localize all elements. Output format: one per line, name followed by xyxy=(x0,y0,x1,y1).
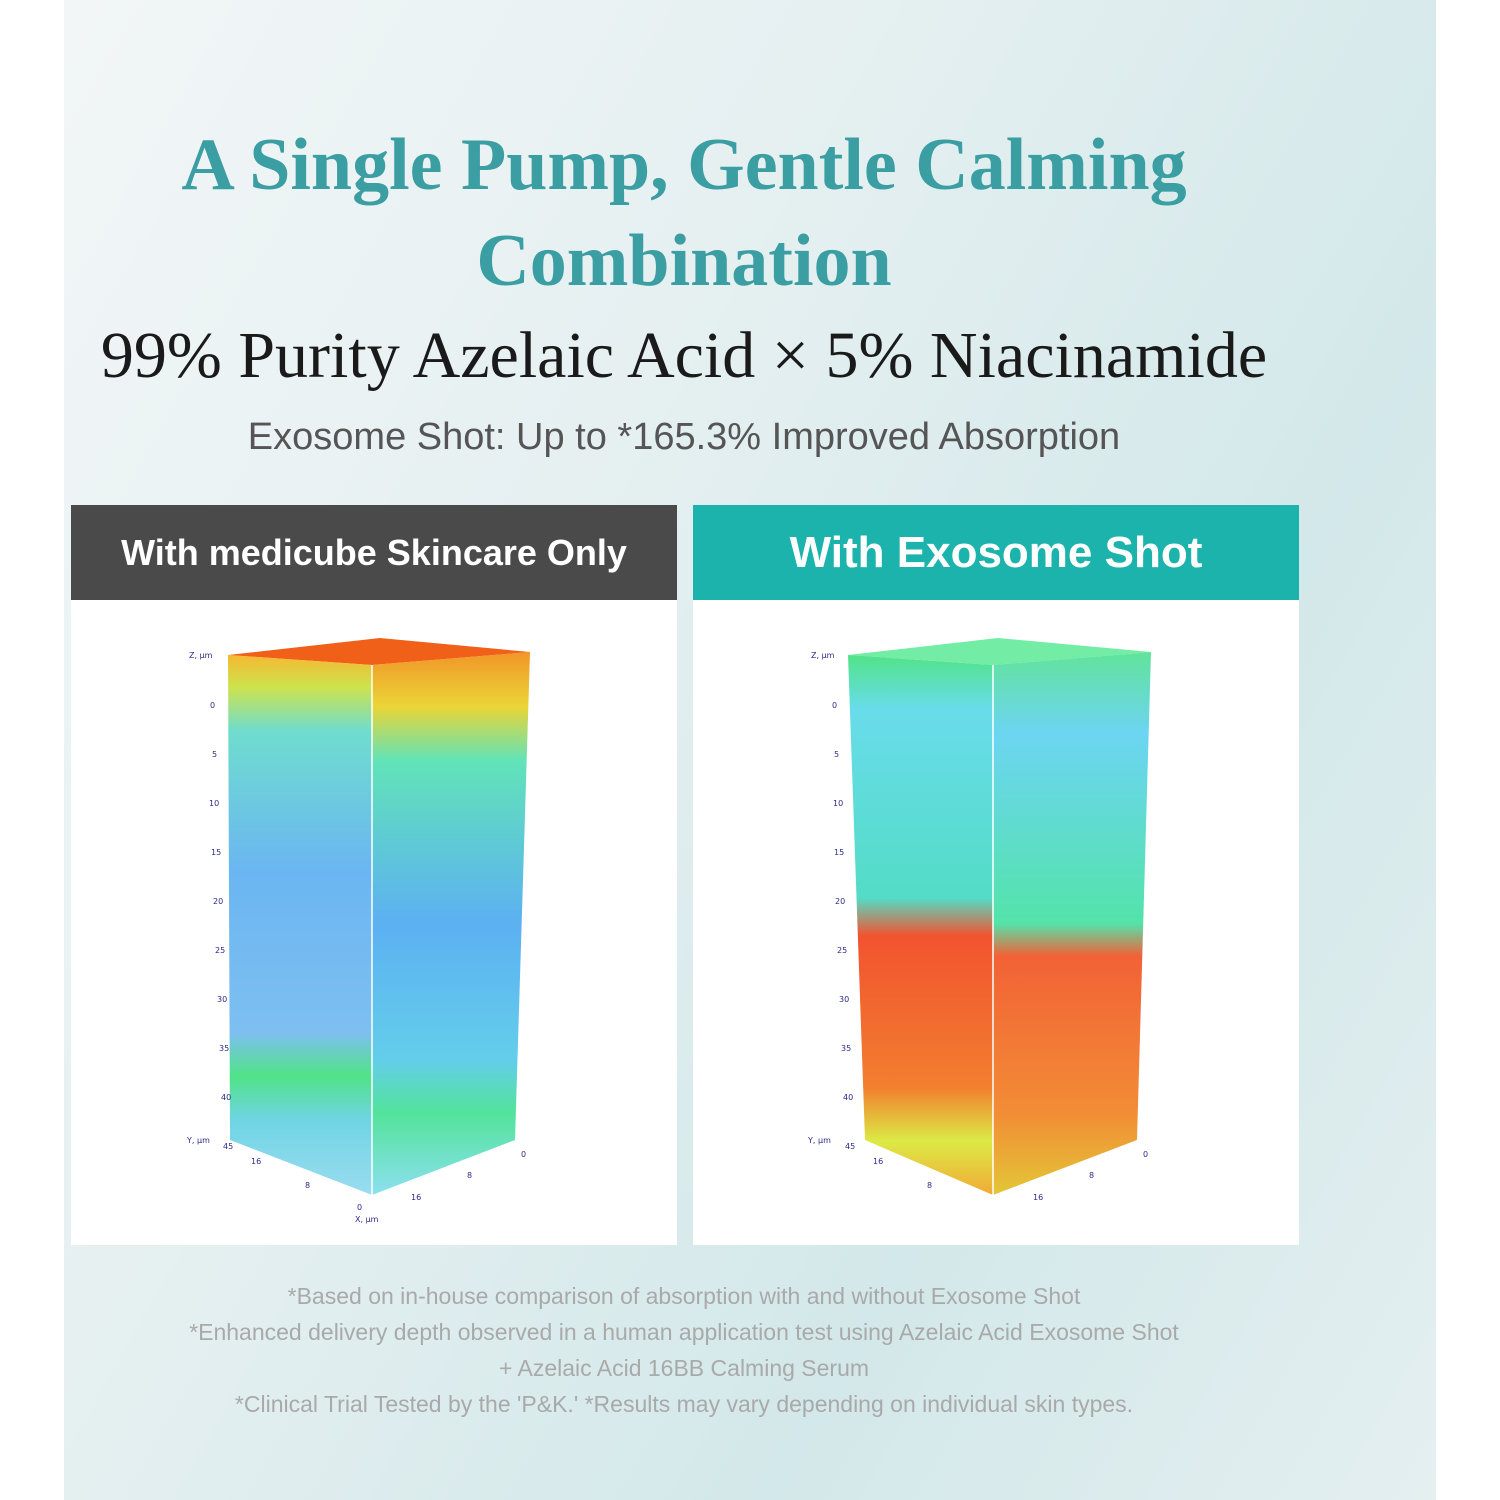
x-tick: 16 xyxy=(411,1193,421,1202)
y-tick: 16 xyxy=(873,1157,883,1166)
subtitle: 99% Purity Azelaic Acid × 5% Niacinamide xyxy=(100,319,1268,392)
x-tick: 16 xyxy=(1033,1193,1043,1202)
z-tick: 5 xyxy=(212,750,217,759)
panel-exosome-shot: With Exosome Shot Z, µm 0 5 10 15 20 25 … xyxy=(693,505,1299,1245)
footnotes: *Based on in-house comparison of absorpt… xyxy=(64,1278,1304,1422)
panel-header: With Exosome Shot xyxy=(693,505,1299,600)
footnote: *Based on in-house comparison of absorpt… xyxy=(287,1283,1081,1309)
cube-left-face xyxy=(848,655,993,1195)
z-tick: 0 xyxy=(210,701,215,710)
z-tick: 30 xyxy=(839,995,849,1004)
y-tick: 8 xyxy=(305,1181,310,1190)
footnote: *Clinical Trial Tested by the 'P&K.' *Re… xyxy=(234,1391,1134,1417)
z-tick: 25 xyxy=(837,946,847,955)
x-tick: 0 xyxy=(521,1150,526,1159)
absorption-cube-skincare-only: Z, µm 0 5 10 15 20 25 30 35 40 45 Y, µm … xyxy=(186,638,530,1224)
footnote: + Azelaic Acid 16BB Calming Serum xyxy=(498,1355,870,1381)
z-tick: 40 xyxy=(221,1093,231,1102)
z-tick: 10 xyxy=(833,799,843,808)
z-tick: 35 xyxy=(841,1044,851,1053)
z-tick: 45 xyxy=(845,1142,855,1151)
z-tick: 40 xyxy=(843,1093,853,1102)
z-tick: 45 xyxy=(223,1142,233,1151)
z-tick: 15 xyxy=(834,848,844,857)
cube-right-face xyxy=(993,652,1151,1195)
z-ticks: 0 5 10 15 20 25 30 35 40 45 xyxy=(209,701,233,1151)
absorption-claim: Exosome Shot: Up to *165.3% Improved Abs… xyxy=(247,416,1121,458)
y-axis-label: Y, µm xyxy=(186,1136,210,1145)
z-tick: 35 xyxy=(219,1044,229,1053)
z-ticks: 0 5 10 15 20 25 30 35 40 45 xyxy=(832,701,855,1151)
y-tick: 0 xyxy=(357,1203,362,1212)
z-tick: 5 xyxy=(834,750,839,759)
x-tick: 0 xyxy=(1143,1150,1148,1159)
z-tick: 20 xyxy=(213,897,223,906)
cube-top-face xyxy=(848,638,1151,665)
absorption-cube-exosome-shot: Z, µm 0 5 10 15 20 25 30 35 40 45 Y, µm … xyxy=(807,638,1151,1202)
z-axis-label: Z, µm xyxy=(189,651,213,660)
z-tick: 15 xyxy=(211,848,221,857)
panel-header: With medicube Skincare Only xyxy=(71,505,677,600)
x-tick: 8 xyxy=(1089,1171,1094,1180)
cube-left-face xyxy=(228,655,372,1195)
cube-top-face xyxy=(228,638,530,665)
z-tick: 0 xyxy=(832,701,837,710)
panel-skincare-only: With medicube Skincare Only Z, µm 0 5 10… xyxy=(71,505,677,1245)
z-tick: 25 xyxy=(215,946,225,955)
headline-line1: A Single Pump, Gentle Calming xyxy=(181,124,1187,206)
y-axis-label: Y, µm xyxy=(807,1136,831,1145)
z-tick: 10 xyxy=(209,799,219,808)
headline-line2: Combination xyxy=(476,220,892,302)
y-tick: 16 xyxy=(251,1157,261,1166)
z-tick: 30 xyxy=(217,995,227,1004)
x-axis-label: X, µm xyxy=(355,1215,379,1224)
z-axis-label: Z, µm xyxy=(811,651,835,660)
x-tick: 8 xyxy=(467,1171,472,1180)
footnote: *Enhanced delivery depth observed in a h… xyxy=(189,1319,1179,1345)
z-tick: 20 xyxy=(835,897,845,906)
cube-right-face xyxy=(372,652,530,1195)
y-tick: 8 xyxy=(927,1181,932,1190)
